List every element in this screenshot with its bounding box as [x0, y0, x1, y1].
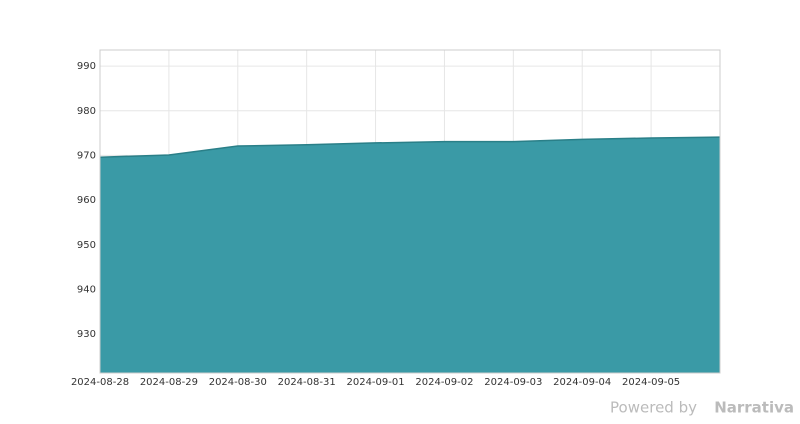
x-tick-label: 2024-09-01 — [346, 377, 404, 388]
x-tick-label: 2024-08-29 — [140, 377, 198, 388]
line — [99, 136, 721, 158]
x-tick-label: 2024-08-28 — [71, 377, 129, 388]
y-tick-label: 970 — [77, 150, 96, 161]
x-tick-label: 2024-09-04 — [553, 377, 611, 388]
plot-frame — [99, 49, 721, 374]
y-tick-label: 980 — [77, 106, 96, 117]
area — [100, 137, 720, 373]
x-tick-label: 2024-09-05 — [622, 377, 680, 388]
y-tick-label: 990 — [77, 61, 96, 72]
y-tick-label: 940 — [77, 284, 96, 295]
y-tick-label: 950 — [77, 240, 96, 251]
x-tick-label: 2024-08-30 — [209, 377, 267, 388]
y-tick-label: 930 — [77, 329, 96, 340]
footer-prefix: Powered by — [610, 399, 697, 417]
footer-brand: Narrativa — [714, 399, 794, 417]
y-tick-label: 960 — [77, 195, 96, 206]
x-tick-label: 2024-08-31 — [278, 377, 336, 388]
x-tick-label: 2024-09-02 — [415, 377, 473, 388]
x-tick-label: 2024-09-03 — [484, 377, 542, 388]
